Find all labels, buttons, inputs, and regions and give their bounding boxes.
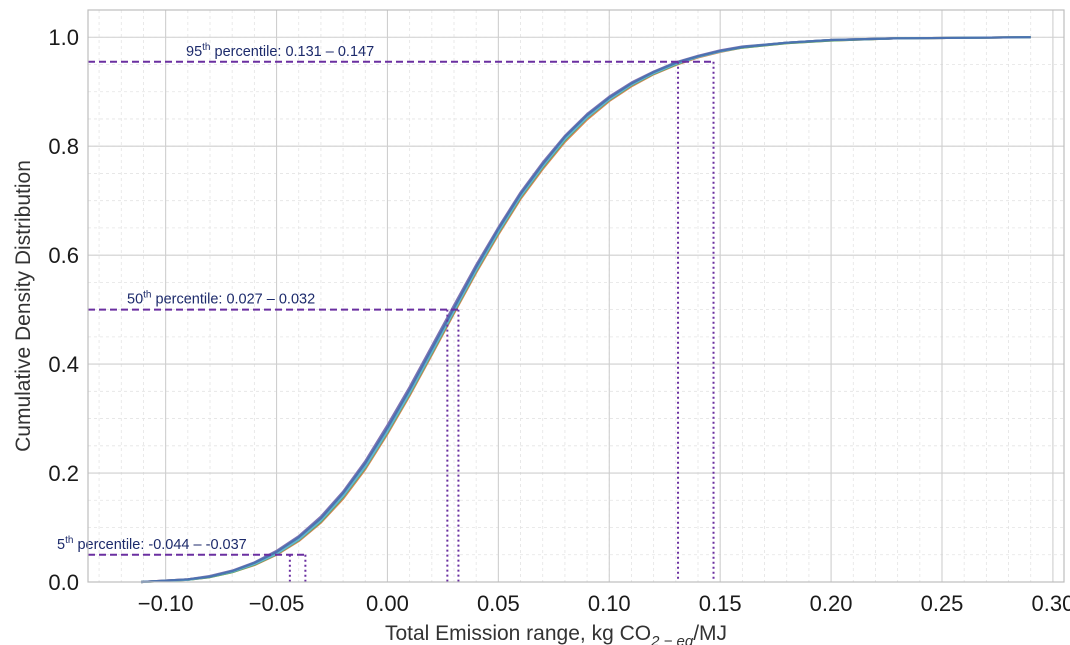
y-axis-title: Cumulative Density Distribution xyxy=(12,160,35,452)
x-tick-label: 0.15 xyxy=(699,591,742,616)
percentile-label-text: percentile: -0.044 – -0.037 xyxy=(73,537,246,553)
y-tick-label: 0.8 xyxy=(48,134,79,159)
percentile-label-superscript: th xyxy=(202,42,210,53)
x-axis-title-suffix: /MJ xyxy=(693,622,727,645)
cdf-series-line-6 xyxy=(141,36,1031,584)
x-tick-label: 0.05 xyxy=(477,591,520,616)
percentile-label-superscript: th xyxy=(65,535,73,546)
y-axis-ticks: 0.0 0.2 0.4 0.6 0.8 1.0 xyxy=(48,25,79,595)
percentile-label-text: percentile: 0.131 – 0.147 xyxy=(210,44,374,60)
y-tick-label: 0.4 xyxy=(48,352,79,377)
x-axis-ticks: −0.10 −0.05 0.00 0.05 0.10 0.15 0.20 0.25 0.30 xyxy=(138,591,1070,616)
y-tick-label: 1.0 xyxy=(48,25,79,50)
x-tick-label: 0.00 xyxy=(366,591,409,616)
y-tick-label: 0.2 xyxy=(48,461,79,486)
percentile-label: 95th percentile: 0.131 – 0.147 xyxy=(186,42,374,60)
y-tick-label: 0.0 xyxy=(48,570,79,595)
percentile-label-number: 95 xyxy=(186,44,202,60)
percentile-label-superscript: th xyxy=(143,290,151,301)
x-axis-title-subscript: 2 − eq xyxy=(650,633,694,645)
x-axis-title: Total Emission range, kg CO2 − eq/MJ xyxy=(385,622,727,645)
x-tick-label: −0.10 xyxy=(138,591,194,616)
x-tick-label: 0.20 xyxy=(810,591,853,616)
cdf-series-lines xyxy=(141,36,1031,584)
x-tick-label: 0.25 xyxy=(921,591,964,616)
percentile-label-number: 50 xyxy=(127,292,143,308)
x-tick-label: −0.05 xyxy=(249,591,305,616)
x-tick-label: 0.10 xyxy=(588,591,631,616)
plot-frame xyxy=(87,9,1065,583)
percentile-label: 50th percentile: 0.027 – 0.032 xyxy=(127,290,315,308)
percentile-label: 5th percentile: -0.044 – -0.037 xyxy=(57,535,247,553)
percentile-label-number: 5 xyxy=(57,537,65,553)
y-tick-label: 0.6 xyxy=(48,243,79,268)
percentile-label-text: percentile: 0.027 – 0.032 xyxy=(151,292,315,308)
x-axis-title-main: Total Emission range, kg CO xyxy=(385,622,651,645)
x-tick-label: 0.30 xyxy=(1031,591,1070,616)
